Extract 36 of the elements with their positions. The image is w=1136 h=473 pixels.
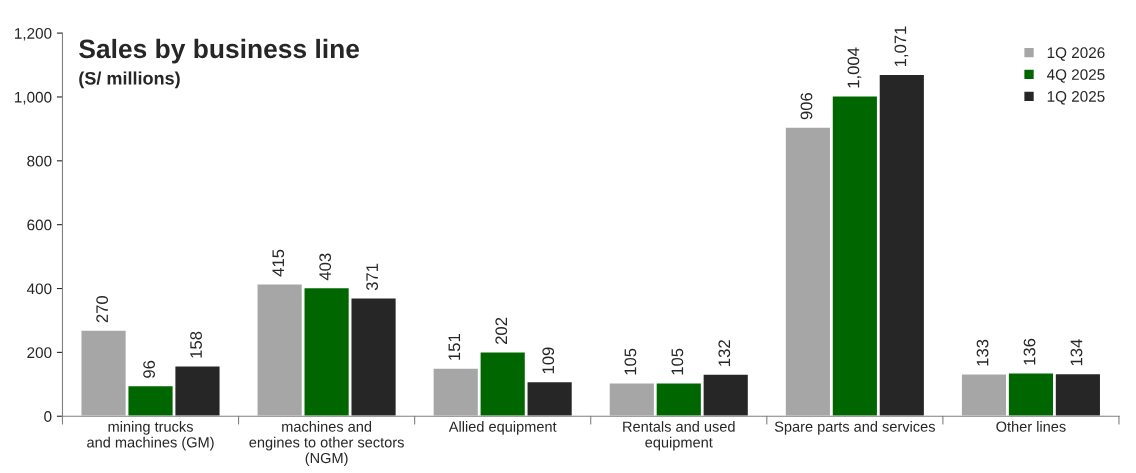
data-label: 202 (495, 317, 508, 344)
x-tick-label: Rentals and used equipment (623, 421, 735, 451)
x-tick-label: Other lines (996, 421, 1066, 432)
data-label: 109 (542, 347, 555, 374)
legend-label: 1Q 2025 (1047, 91, 1105, 105)
data-label: 403 (319, 253, 332, 281)
y-tick-label: 200 (27, 347, 52, 359)
y-tick-label: 1,200 (15, 27, 52, 41)
y-tick-label: 1,000 (15, 91, 52, 105)
legend-label: 1Q 2026 (1047, 47, 1105, 61)
chart-title: Sales by business line (79, 38, 360, 64)
x-tick-label: Spare parts and services (774, 421, 935, 435)
data-label: 906 (800, 92, 813, 120)
data-label: 105 (671, 348, 684, 375)
x-tick-label: Allied equipment (448, 421, 557, 435)
data-label: 134 (1070, 339, 1083, 366)
data-label: 132 (718, 340, 731, 366)
data-label: 1,071 (894, 26, 909, 67)
y-tick-label: 400 (26, 283, 52, 295)
x-tick-label: mining trucks and machines (GM) (87, 421, 214, 451)
x-tick-label: machines and engines to other sectors (NGM) (249, 421, 404, 467)
data-label: 158 (190, 331, 202, 358)
y-tick-label: 0 (44, 411, 52, 422)
data-label: 96 (143, 360, 155, 378)
legend-label: 4Q 2025 (1046, 69, 1105, 83)
data-label: 1,004 (847, 47, 862, 88)
y-tick-label: 800 (27, 155, 52, 167)
data-label: 151 (448, 334, 461, 360)
text: (S/ millions) (79, 71, 180, 89)
data-label: 270 (96, 295, 109, 323)
data-label: 133 (976, 339, 989, 366)
data-label: 371 (366, 263, 379, 291)
y-tick-label: 600 (27, 219, 52, 231)
data-label: 105 (624, 348, 637, 375)
data-label: 136 (1023, 338, 1036, 365)
data-label: 415 (272, 249, 285, 277)
